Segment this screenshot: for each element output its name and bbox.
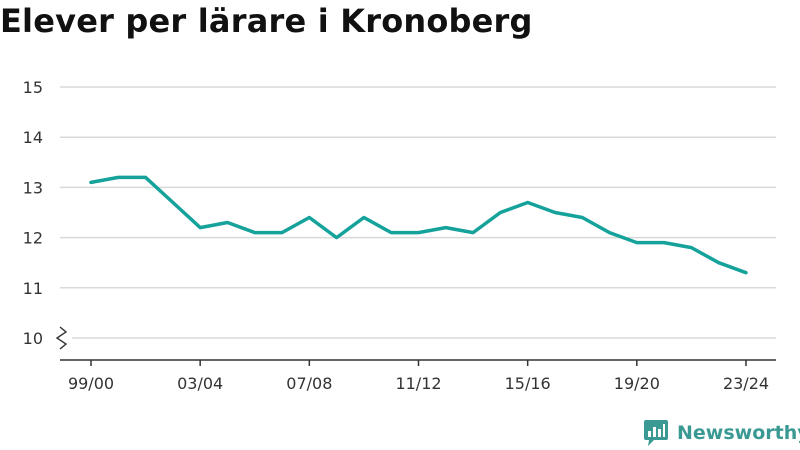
y-tick-label: 10: [23, 329, 43, 348]
axis-break-icon: [55, 326, 68, 350]
y-tick-label: 15: [23, 78, 43, 97]
grid-lines: [60, 86, 776, 339]
x-tick-label: 23/24: [723, 374, 769, 393]
x-tick-label: 07/08: [286, 374, 332, 393]
x-tick-label: 19/20: [614, 374, 660, 393]
bar-chart-pin-icon: [644, 420, 668, 446]
y-tick-label: 14: [23, 128, 43, 147]
x-axis: 99/00 03/04 07/08 11/12 15/16 19/20 23/24: [60, 359, 776, 393]
y-axis-ticks: 10 11 12 13 14 15: [23, 78, 68, 350]
x-tick-label: 15/16: [505, 374, 551, 393]
chart-title: Elever per lärare i Kronoberg: [0, 2, 533, 40]
y-tick-label: 12: [23, 229, 43, 248]
x-tick-label: 99/00: [68, 374, 114, 393]
x-tick-label: 11/12: [395, 374, 441, 393]
series-line: [89, 175, 748, 275]
x-tick-label: 03/04: [177, 374, 223, 393]
y-tick-label: 13: [23, 178, 43, 197]
y-tick-label: 11: [23, 279, 43, 298]
logo-text: Newsworthy: [677, 422, 800, 444]
newsworthy-logo: Newsworthy: [644, 420, 800, 446]
series-group: [89, 175, 748, 275]
